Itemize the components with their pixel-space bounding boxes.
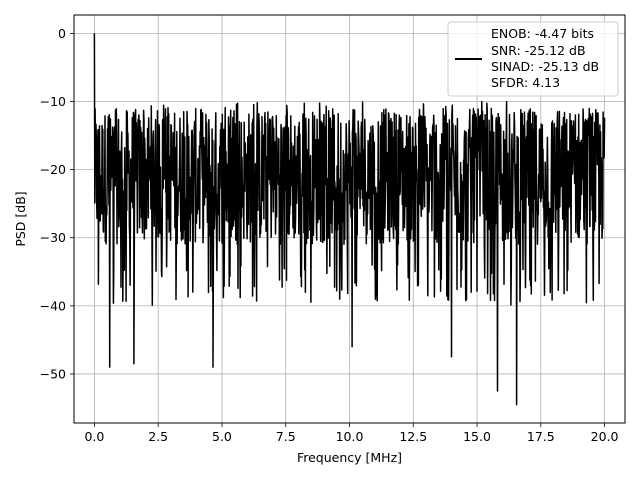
x-tick-label: 2.5 <box>148 429 168 444</box>
x-tick-label: 15.0 <box>463 429 491 444</box>
legend-line-3: SINAD: -25.13 dB <box>491 59 599 74</box>
x-tick-label: 12.5 <box>399 429 427 444</box>
legend: ENOB: -4.47 bits SNR: -25.12 dB SINAD: -… <box>447 21 619 97</box>
legend-line-4: SFDR: 4.13 <box>491 75 560 90</box>
ticks: 0.0 2.5 5.0 7.5 10.0 12.5 15.0 17.5 20.0 0 −10 −20 −… <box>40 26 619 444</box>
legend-line-2: SNR: -25.12 dB <box>491 43 586 58</box>
x-tick-label: 0.0 <box>84 429 104 444</box>
y-tick-label: −40 <box>40 298 66 313</box>
legend-box <box>447 21 619 97</box>
y-tick-label: −20 <box>40 162 66 177</box>
x-axis-label: Frequency [MHz] <box>297 450 402 465</box>
y-tick-label: −50 <box>40 366 66 381</box>
series-psd <box>93 33 606 406</box>
x-tick-label: 7.5 <box>276 429 296 444</box>
psd-series-line <box>93 33 606 406</box>
x-tick-label: 17.5 <box>527 429 555 444</box>
legend-line-1: ENOB: -4.47 bits <box>491 26 594 41</box>
x-tick-label: 5.0 <box>212 429 232 444</box>
y-axis-label: PSD [dB] <box>13 191 28 246</box>
x-tick-label: 10.0 <box>336 429 364 444</box>
y-tick-label: −10 <box>40 94 66 109</box>
y-tick-label: 0 <box>58 26 66 41</box>
y-tick-label: −30 <box>40 230 66 245</box>
x-tick-label: 20.0 <box>591 429 619 444</box>
